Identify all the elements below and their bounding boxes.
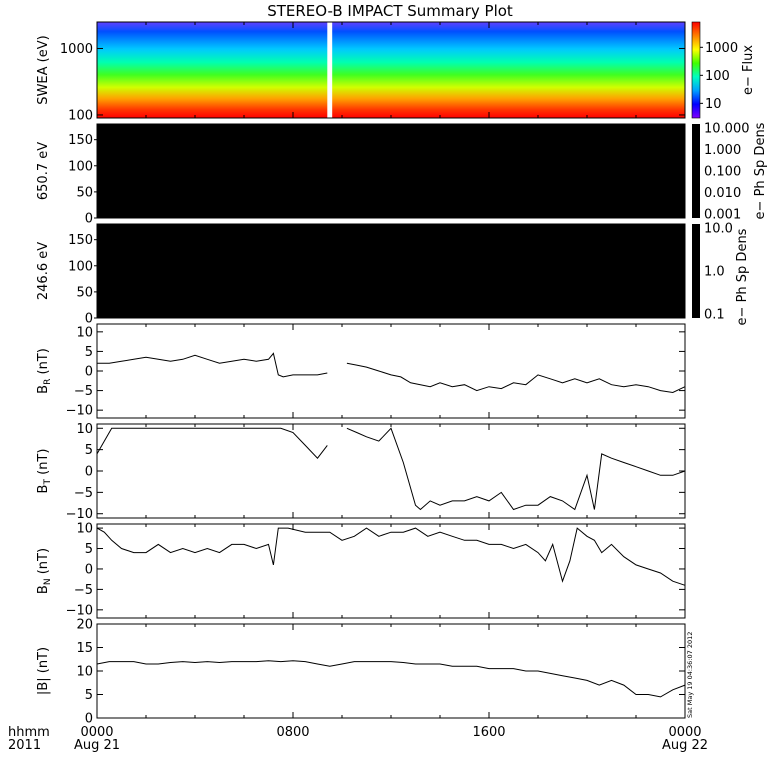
br-series-line xyxy=(97,352,328,378)
bt-series-line xyxy=(96,427,328,459)
y-tick-label-br: −10 xyxy=(66,404,93,419)
y-tick-label-swea: 100 xyxy=(68,108,93,123)
pad246-colorbar-tick-label: 10.0 xyxy=(704,222,733,237)
y-tick-label-bmag: 5 xyxy=(85,688,93,703)
swea-data-gap xyxy=(327,22,333,118)
y-tick-label-br: 5 xyxy=(85,345,93,360)
y-tick-label-bn: −10 xyxy=(66,603,93,618)
x-tick-date-label: Aug 21 xyxy=(74,738,120,753)
pad650-colorbar-tick-label: 10.000 xyxy=(704,122,750,137)
plot-title: STEREO-B IMPACT Summary Plot xyxy=(267,2,513,20)
y-tick-label-bn: 5 xyxy=(85,542,93,557)
pad650-y-tick-label: 50 xyxy=(76,185,93,200)
pad650-colorbar-tick-label: 0.001 xyxy=(704,208,741,223)
x-axis-label-hhmm: hhmm xyxy=(8,725,50,740)
pad650-panel-frame xyxy=(96,123,686,219)
swea-spectrogram xyxy=(97,22,685,118)
pad650-colorbar-tick-label: 0.010 xyxy=(704,186,741,201)
swea-panel-frame xyxy=(96,21,686,119)
bn-ylabel: BN (nT) xyxy=(36,548,53,594)
bmag-ylabel: |B| (nT) xyxy=(36,647,51,695)
pad650-colorbar-tick-label: 1.000 xyxy=(704,143,741,158)
y-tick-label-bmag: 10 xyxy=(76,665,93,680)
pad246-colorbar xyxy=(692,224,700,318)
y-tick-label-bn: 10 xyxy=(76,522,93,537)
y-tick-label-swea: 1000 xyxy=(60,42,93,57)
bmag-panel-frame xyxy=(96,623,686,719)
swea-colorbar-label: e− Flux xyxy=(741,45,756,95)
pad246-spectrogram xyxy=(97,224,685,318)
pad650-ylabel: 650.7 eV xyxy=(36,142,51,200)
br-series-line xyxy=(346,362,686,394)
x-tick-label: 0000 xyxy=(668,725,701,740)
x-tick-label: 0000 xyxy=(80,725,113,740)
swea-colorbar-tick-label: 10 xyxy=(705,97,722,112)
bt-ylabel: BT (nT) xyxy=(36,449,53,494)
y-tick-label-br: −5 xyxy=(74,384,93,399)
pad246-y-tick-label: 50 xyxy=(76,285,93,300)
pad246-ylabel: 246.6 eV xyxy=(36,242,51,300)
y-tick-label-bt: −5 xyxy=(74,486,93,501)
x-tick-label: 0800 xyxy=(276,725,309,740)
br-ylabel: BR (nT) xyxy=(36,348,53,394)
bn-series-line xyxy=(96,527,686,586)
pad246-colorbar-tick-label: 1.0 xyxy=(704,265,725,280)
bmag-series-line xyxy=(96,660,686,698)
bt-series-line xyxy=(346,427,686,511)
y-tick-label-br: 10 xyxy=(76,325,93,340)
y-tick-label-bn: −5 xyxy=(74,583,93,598)
bn-panel-frame xyxy=(96,523,686,619)
y-tick-label-bmag: 15 xyxy=(76,641,93,656)
br-panel-frame xyxy=(96,323,686,419)
y-tick-label-bmag: 0 xyxy=(85,712,93,727)
y-tick-label-bt: 10 xyxy=(76,422,93,437)
pad246-y-tick-label: 100 xyxy=(68,259,93,274)
y-tick-label-bn: 0 xyxy=(85,562,93,577)
bt-panel-frame xyxy=(96,423,686,519)
pad650-colorbar-tick-label: 0.100 xyxy=(704,165,741,180)
y-tick-label-bmag: 20 xyxy=(76,618,93,633)
pad650-colorbar-label: e− Ph Sp Dens xyxy=(753,122,768,219)
pad246-colorbar-tick-label: 0.1 xyxy=(704,308,725,323)
swea-colorbar xyxy=(691,21,701,119)
swea-ylabel: SWEA (eV) xyxy=(36,35,51,104)
pad650-colorbar xyxy=(692,124,700,218)
pad650-y-tick-label: 0 xyxy=(85,212,93,227)
pad650-y-tick-label: 100 xyxy=(68,159,93,174)
y-tick-label-bt: 5 xyxy=(85,443,93,458)
x-tick-label: 1600 xyxy=(472,725,505,740)
swea-colorbar-tick-label: 100 xyxy=(705,69,730,84)
pad650-spectrogram xyxy=(97,124,685,218)
pad246-y-tick-label: 150 xyxy=(68,233,93,248)
x-axis-label-year: 2011 xyxy=(8,738,41,753)
x-tick-date-label: Aug 22 xyxy=(662,738,708,753)
swea-colorbar-tick-label: 1000 xyxy=(705,41,738,56)
pad246-panel-frame xyxy=(96,223,686,319)
y-tick-label-bt: −10 xyxy=(66,507,93,522)
pad246-colorbar-label: e− Ph Sp Dens xyxy=(735,228,750,325)
y-tick-label-br: 0 xyxy=(85,365,93,380)
y-tick-label-bt: 0 xyxy=(85,465,93,480)
pad246-y-tick-label: 0 xyxy=(85,312,93,327)
timestamp-stamp: Sat May 19 04:36:07 2012 xyxy=(686,632,694,718)
pad650-y-tick-label: 150 xyxy=(68,133,93,148)
